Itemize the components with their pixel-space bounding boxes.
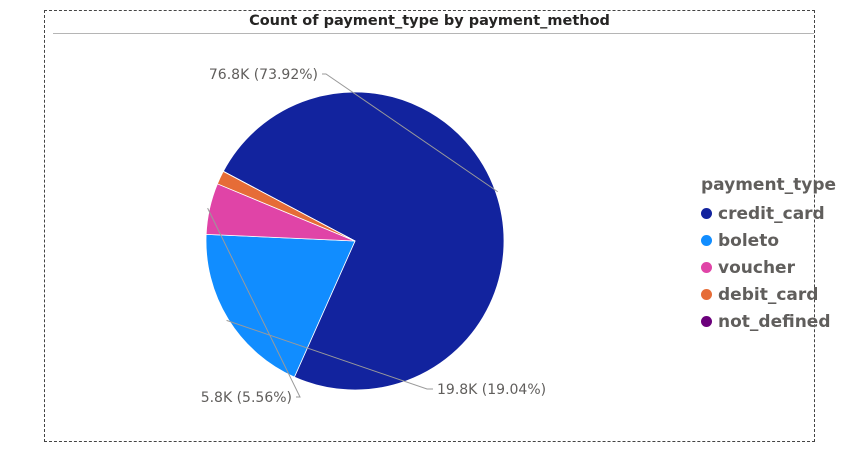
chart-title: Count of payment_type by payment_method <box>249 13 610 29</box>
data-label-voucher: 5.8K (5.56%) <box>201 390 292 406</box>
pie-slice-credit-card[interactable] <box>222 91 505 391</box>
legend-label: credit_card <box>718 203 825 224</box>
legend-label: boleto <box>718 230 780 251</box>
pie-slice-not-defined[interactable] <box>222 170 356 242</box>
leader-line-credit-card <box>322 73 499 193</box>
leader-line-voucher <box>207 207 301 398</box>
data-label-boleto: 19.8K (19.04%) <box>437 382 546 398</box>
legend-item-not-defined[interactable]: not_defined <box>701 308 836 335</box>
title-divider <box>53 33 814 34</box>
legend-marker <box>701 235 712 246</box>
legend-title: payment_type <box>701 175 837 195</box>
legend-marker <box>701 208 712 219</box>
leader-line-boleto <box>226 319 433 390</box>
legend-marker <box>701 289 712 300</box>
pie-chart-visual[interactable]: Count of payment_type by payment_method … <box>44 10 836 442</box>
legend-label: debit_card <box>718 284 819 305</box>
legend-item-boleto[interactable]: boleto <box>701 227 836 254</box>
legend-label: voucher <box>718 257 795 278</box>
data-label-credit-card: 76.8K (73.92%) <box>209 67 318 83</box>
legend-item-debit-card[interactable]: debit_card <box>701 281 836 308</box>
legend-item-voucher[interactable]: voucher <box>701 254 836 281</box>
pie-chart: 76.8K (73.92%) 19.8K (19.04%) 5.8K (5.56%) <box>201 67 546 406</box>
legend-label: not_defined <box>718 311 831 332</box>
legend-marker <box>701 262 712 273</box>
pie-slice-boleto[interactable] <box>205 233 356 378</box>
legend-item-credit-card[interactable]: credit_card <box>701 200 836 227</box>
legend-marker <box>701 316 712 327</box>
